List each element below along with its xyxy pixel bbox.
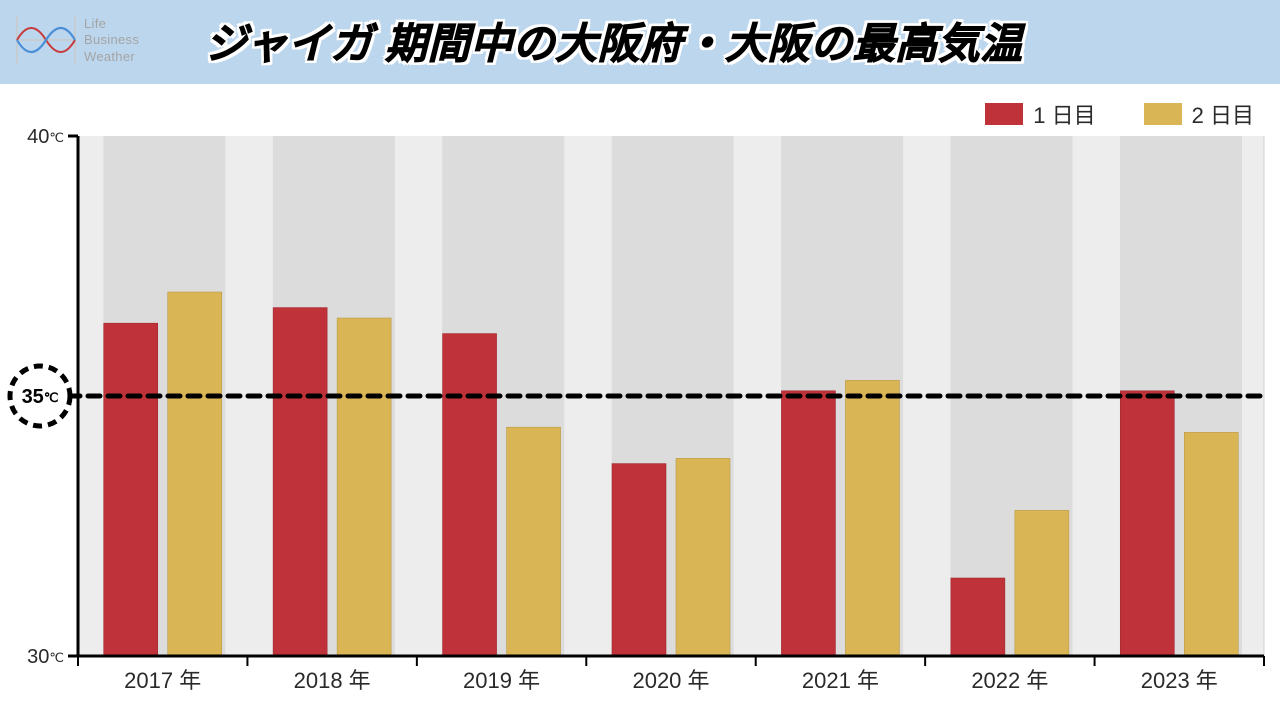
x-tick-label: 2022 年 [971, 668, 1048, 693]
x-tick-label: 2021 年 [802, 668, 879, 693]
legend-item-2: 2 日目 [1144, 98, 1254, 130]
bar [1015, 510, 1069, 656]
logo-wave-icon [14, 12, 78, 68]
legend: 1 日目 2 日目 [985, 98, 1254, 130]
bar [845, 380, 899, 656]
bar [168, 292, 222, 656]
bar [612, 464, 666, 656]
bar [507, 427, 561, 656]
legend-swatch-2 [1144, 103, 1182, 125]
x-tick-label: 2018 年 [294, 668, 371, 693]
x-tick-label: 2020 年 [632, 668, 709, 693]
legend-item-1: 1 日目 [985, 98, 1095, 130]
y-tick-label: 30℃ [27, 646, 64, 668]
bar [1120, 391, 1174, 656]
x-tick-label: 2023 年 [1141, 668, 1218, 693]
logo-line-3: Weather [84, 49, 139, 65]
y-tick-label: 40℃ [27, 128, 64, 148]
logo-text: Life Business Weather [84, 12, 139, 65]
bar [951, 578, 1005, 656]
bar [443, 334, 497, 656]
bar [676, 458, 730, 656]
bar [104, 323, 158, 656]
header-band: Life Business Weather ジャイガ 期間中の大阪府・大阪の最高… [0, 0, 1280, 84]
legend-label-1: 1 日目 [1033, 98, 1095, 130]
logo-line-1: Life [84, 16, 139, 32]
x-tick-label: 2019 年 [463, 668, 540, 693]
bar [1184, 432, 1238, 656]
legend-swatch-1 [985, 103, 1023, 125]
bar [781, 391, 835, 656]
chart-container: 35℃ 2017 年2018 年2019 年2020 年2021 年2022 年… [0, 128, 1280, 688]
bar [273, 308, 327, 656]
legend-label-2: 2 日目 [1192, 98, 1254, 130]
temperature-bar-chart: 35℃ 2017 年 2018 年 2019 年 2020 年 2021 年 2022 年… [0, 128, 1280, 720]
logo-line-2: Business [84, 32, 139, 48]
x-tick-label: 2017 年 [124, 668, 201, 693]
logo: Life Business Weather [14, 12, 139, 68]
page-title: ジャイガ 期間中の大阪府・大阪の最高気温 [205, 10, 1023, 71]
bar [337, 318, 391, 656]
reference-label: 35℃ [22, 386, 59, 408]
